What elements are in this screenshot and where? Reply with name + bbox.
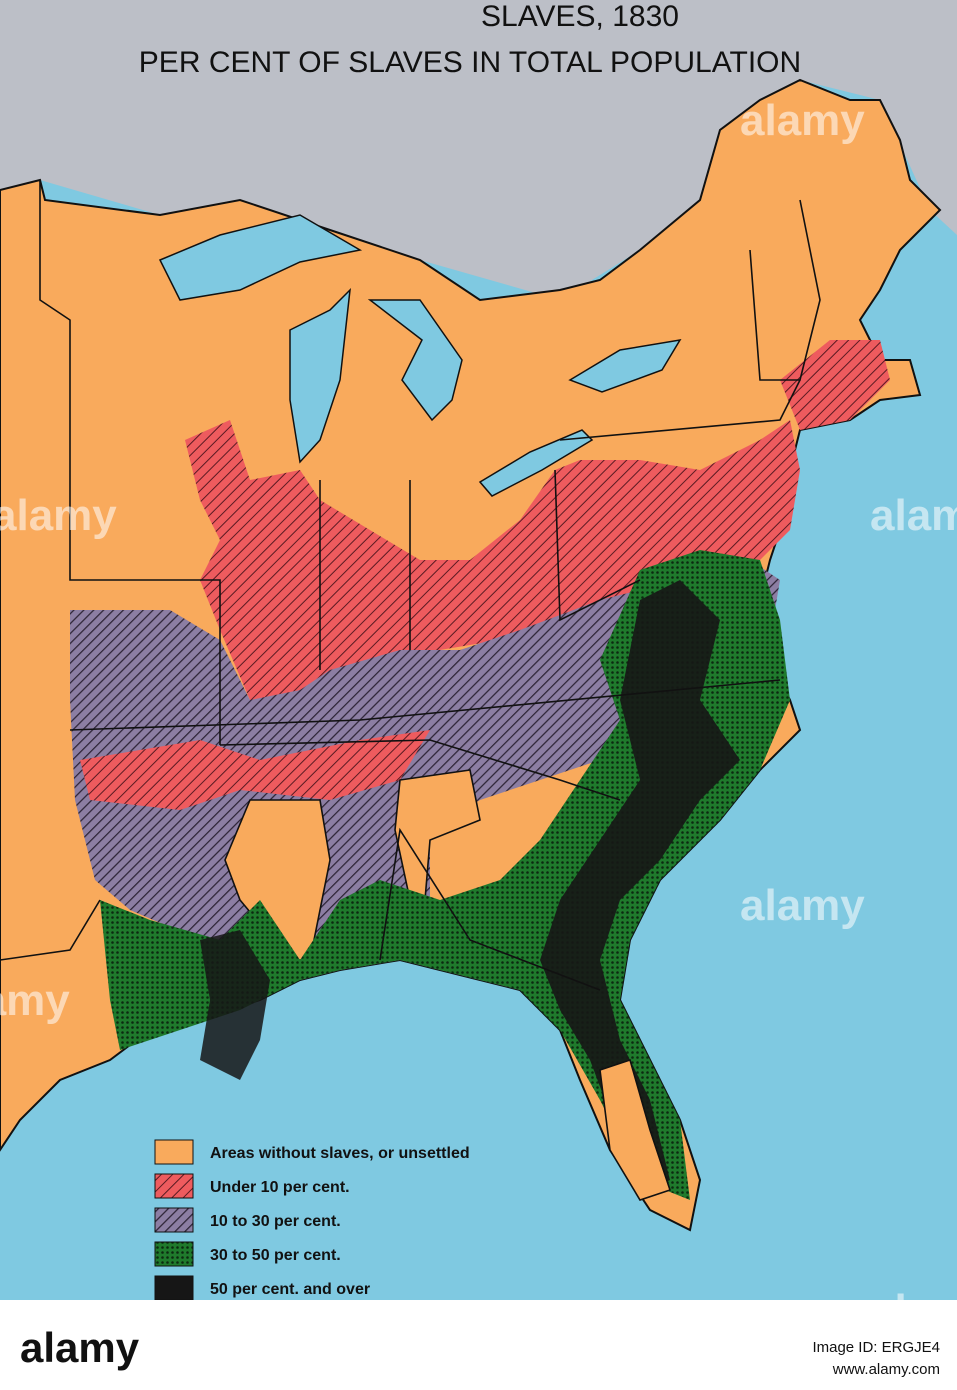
legend-swatch xyxy=(154,1207,194,1233)
state-border xyxy=(379,827,601,991)
region-50-over xyxy=(540,580,740,1190)
site-url: www.alamy.com xyxy=(832,1361,940,1378)
region-under-10-ne xyxy=(780,340,890,430)
legend-label: Areas without slaves, or unsettled xyxy=(210,1145,470,1162)
legend-label: 30 to 50 per cent. xyxy=(210,1247,341,1264)
state-border xyxy=(39,180,221,745)
state-border xyxy=(559,379,801,441)
region-under-10-tn xyxy=(80,730,430,810)
legend-label: 50 per cent. and over xyxy=(210,1281,370,1298)
footer-bar xyxy=(0,1300,957,1390)
legend-swatch xyxy=(154,1139,194,1165)
lake-huron xyxy=(367,299,463,422)
state-borders xyxy=(0,180,821,991)
region-unsettled-fl xyxy=(599,1058,672,1201)
footer-logo: alamy xyxy=(20,1324,140,1371)
watermark: alamy xyxy=(0,976,70,1025)
region-under-10 xyxy=(185,420,800,700)
map-subtitle: PER CENT OF SLAVES IN TOTAL POPULATION xyxy=(139,46,801,79)
legend-label: Under 10 per cent. xyxy=(210,1179,350,1196)
state-border xyxy=(0,899,101,961)
canada xyxy=(0,0,957,300)
lake-michigan xyxy=(289,287,351,464)
state-border xyxy=(749,199,821,381)
legend-swatch xyxy=(154,1241,194,1267)
watermark: alamy xyxy=(740,881,865,930)
legend: Areas without slaves, or unsettled Under … xyxy=(154,1139,470,1301)
lake-superior xyxy=(158,214,363,301)
legend-swatch xyxy=(154,1173,194,1199)
state-border xyxy=(219,739,621,801)
lake-ontario xyxy=(568,338,682,393)
state-border xyxy=(554,469,641,622)
region-unsettled-ms xyxy=(224,799,331,961)
watermark: alamy xyxy=(740,96,865,145)
watermark: alamy xyxy=(0,491,117,540)
watermark: alamy xyxy=(870,491,957,540)
legend-label: 10 to 30 per cent. xyxy=(210,1213,341,1230)
map-title: SLAVES, 1830 xyxy=(481,0,679,33)
image-id: Image ID: ERGJE4 xyxy=(812,1339,940,1356)
lake-erie xyxy=(478,429,594,497)
state-border xyxy=(69,679,781,731)
great-lakes xyxy=(158,214,682,497)
region-50-over-ms xyxy=(200,930,270,1080)
legend-swatch xyxy=(154,1275,194,1301)
